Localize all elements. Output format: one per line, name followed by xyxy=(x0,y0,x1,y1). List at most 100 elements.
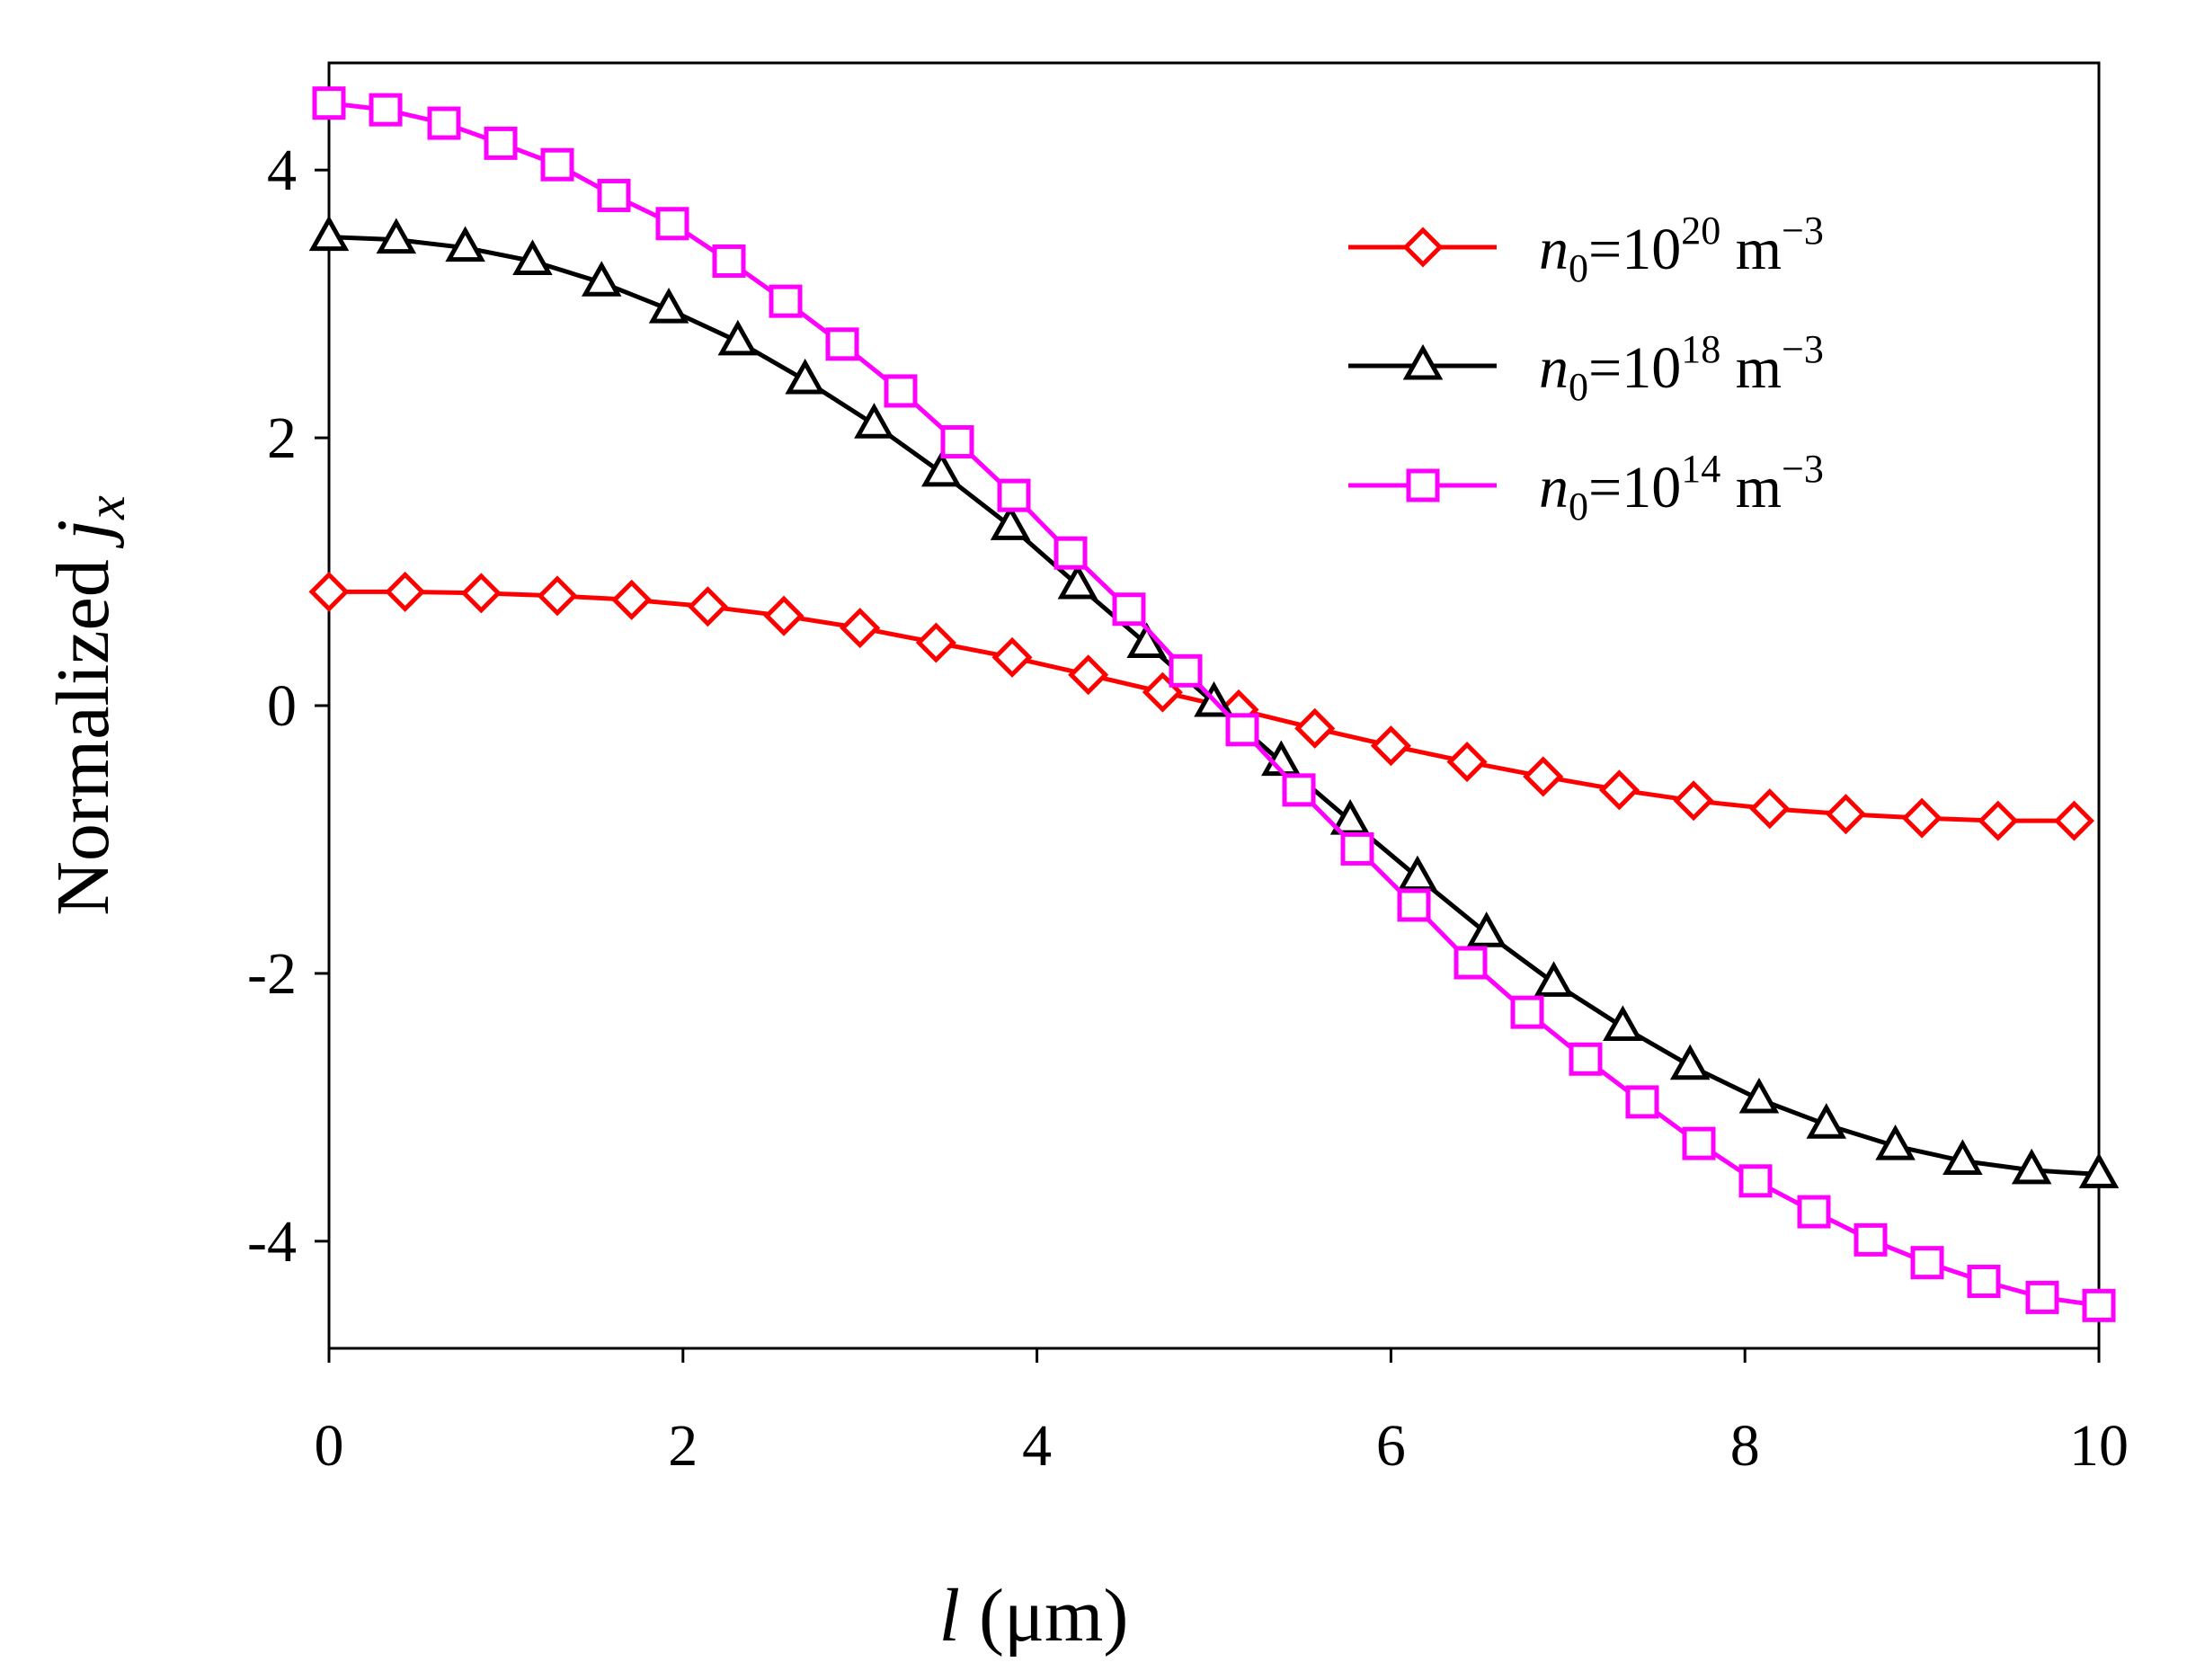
legend-base: =10 xyxy=(1588,335,1681,401)
legend-label: n0=1018 m−3 xyxy=(1539,327,1824,409)
x-axis-title-var: l xyxy=(939,1574,960,1658)
data-point xyxy=(687,586,728,627)
y-axis-title-text: Normalized xyxy=(41,540,125,916)
legend-var: n xyxy=(1539,335,1569,401)
data-point xyxy=(1112,592,1146,627)
data-point xyxy=(825,327,859,361)
x-tick-label: 4 xyxy=(1022,1413,1052,1479)
legend-label: n0=1014 m−3 xyxy=(1539,447,1824,529)
x-axis-title: l (μm) xyxy=(939,1574,1129,1658)
data-point xyxy=(1446,742,1488,783)
data-point xyxy=(769,284,803,318)
data-point xyxy=(940,425,974,459)
series-square xyxy=(312,86,2116,1322)
data-point xyxy=(1169,653,1203,688)
data-point xyxy=(884,374,918,408)
data-point xyxy=(1126,622,1167,658)
x-tick-label: 2 xyxy=(668,1413,698,1479)
data-point xyxy=(308,571,350,612)
data-point xyxy=(1797,1195,1831,1229)
data-point xyxy=(1225,713,1259,747)
data-point xyxy=(785,358,825,395)
data-point xyxy=(717,319,759,356)
data-point xyxy=(2078,1152,2120,1188)
data-point xyxy=(484,126,518,160)
data-point xyxy=(2011,1148,2052,1185)
data-point xyxy=(1294,707,1336,749)
data-point xyxy=(1053,536,1088,570)
legend-marker xyxy=(1402,227,1444,268)
data-point xyxy=(840,608,881,649)
data-point xyxy=(1825,794,1866,835)
data-point xyxy=(445,226,485,262)
x-tick-label: 0 xyxy=(315,1413,344,1479)
data-point xyxy=(312,86,346,120)
data-point xyxy=(611,579,653,620)
y-tick-label: 0 xyxy=(267,673,297,739)
data-point xyxy=(1523,756,1564,797)
y-tick-label: 2 xyxy=(267,405,297,471)
series-diamond xyxy=(308,571,2094,841)
data-point xyxy=(1282,773,1316,807)
data-point xyxy=(1466,911,1507,947)
legend-var: n xyxy=(1539,217,1569,282)
data-point xyxy=(1854,1222,1888,1257)
x-tick-label: 10 xyxy=(2069,1413,2129,1479)
data-point xyxy=(2025,1280,2059,1314)
data-point xyxy=(1967,1265,2001,1299)
data-point xyxy=(1625,1085,1659,1119)
data-point xyxy=(712,244,746,278)
y-tick-label: 4 xyxy=(267,138,297,203)
data-point xyxy=(763,595,805,636)
legend-unit-exp: −3 xyxy=(1782,327,1824,371)
data-point xyxy=(991,636,1033,678)
legend-base: =10 xyxy=(1588,217,1681,282)
y-axis-title: Normalized jx xyxy=(41,495,136,916)
x-tick-label: 8 xyxy=(1730,1413,1760,1479)
data-point xyxy=(1910,1246,1944,1280)
legend-sub: 0 xyxy=(1569,246,1588,290)
legend-exp: 20 xyxy=(1681,209,1720,253)
data-point xyxy=(920,450,962,487)
data-point xyxy=(512,239,553,275)
data-point xyxy=(1901,797,1943,839)
legend-item: n0=1020 m−3 xyxy=(1348,209,1824,290)
data-point xyxy=(1068,654,1109,696)
data-point xyxy=(854,403,894,439)
data-point xyxy=(581,261,622,297)
data-point xyxy=(1370,725,1411,767)
data-point xyxy=(1875,1124,1916,1160)
data-point xyxy=(1057,563,1098,600)
data-point xyxy=(1738,1164,1773,1198)
legend-label: n0=1020 m−3 xyxy=(1539,209,1824,290)
data-point xyxy=(2082,1288,2116,1322)
data-point xyxy=(427,106,461,140)
data-point xyxy=(2053,800,2094,841)
data-point xyxy=(915,622,956,663)
data-point xyxy=(1598,769,1640,811)
legend-unit: m xyxy=(1720,455,1782,520)
x-axis-title-unit: (μm) xyxy=(960,1574,1128,1658)
data-point xyxy=(1454,946,1488,980)
legend-item: n0=1018 m−3 xyxy=(1348,327,1824,409)
legend-sub: 0 xyxy=(1569,484,1588,529)
x-tick-label: 6 xyxy=(1376,1413,1406,1479)
data-point xyxy=(1603,1005,1643,1041)
legend-unit: m xyxy=(1720,217,1782,282)
data-point xyxy=(369,93,403,127)
legend-unit-exp: −3 xyxy=(1782,447,1824,491)
data-point xyxy=(655,207,689,241)
data-point xyxy=(1397,855,1438,892)
data-point xyxy=(1397,888,1431,922)
data-point xyxy=(1978,800,2019,841)
data-point xyxy=(1673,780,1714,822)
legend-exp: 14 xyxy=(1681,447,1720,491)
data-point xyxy=(1943,1139,1983,1175)
legend-unit: m xyxy=(1720,335,1782,401)
legend-item: n0=1014 m−3 xyxy=(1348,447,1824,529)
data-point xyxy=(1749,788,1791,830)
data-point xyxy=(1534,961,1574,997)
data-point xyxy=(308,215,350,252)
data-point xyxy=(537,575,578,617)
